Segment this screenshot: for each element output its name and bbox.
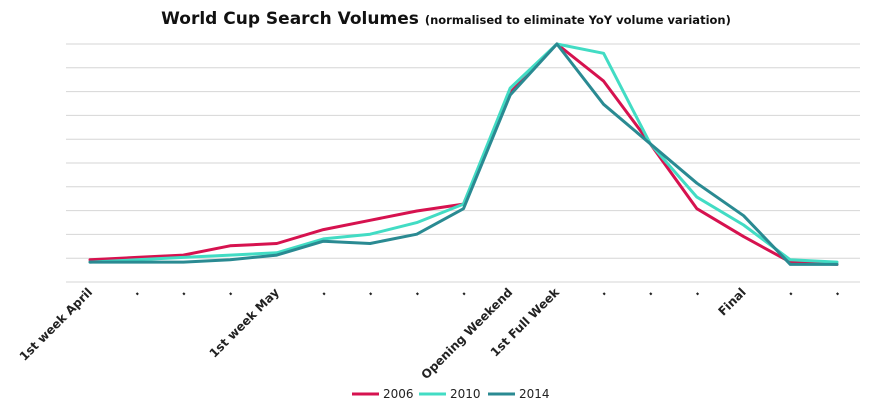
x-tick-label: . <box>222 285 235 298</box>
x-tick-label: Opening Weekend <box>418 285 515 382</box>
x-tick-label: . <box>829 285 842 298</box>
chart-subtitle: (normalised to eliminate YoY volume vari… <box>425 13 731 27</box>
x-tick-label: . <box>362 285 375 298</box>
x-tick-label: . <box>455 285 468 298</box>
series-line-2010 <box>88 42 839 264</box>
series-line-2006 <box>88 42 839 266</box>
x-tick-label: 1st week April <box>17 285 95 363</box>
x-axis-tick-labels: 1st week April.. .1st week May... .Opening… <box>17 285 842 383</box>
x-tick-label: . <box>596 285 609 298</box>
x-tick-label: . <box>129 285 142 298</box>
chart-title: World Cup Search Volumes (normalised to e… <box>161 9 731 29</box>
x-tick-label: . <box>689 285 702 298</box>
x-tick-label: . <box>315 285 328 298</box>
legend-label-2010: 2010 <box>450 387 481 401</box>
series-lines <box>88 42 839 266</box>
x-tick-label: . <box>782 285 795 298</box>
x-tick-label: 1st week May <box>207 285 282 360</box>
x-tick-label: . <box>642 285 655 298</box>
x-tick-label: . <box>409 285 422 298</box>
x-tick-label: Final <box>715 285 748 318</box>
gridlines <box>66 43 860 283</box>
legend-label-2006: 2006 <box>383 387 414 401</box>
legend-label-2014: 2014 <box>519 387 550 401</box>
chart-title-main: World Cup Search Volumes <box>161 9 419 29</box>
series-line-2014 <box>88 42 839 266</box>
legend: 2006 2010 2014 <box>352 387 550 401</box>
x-tick-label: . <box>175 285 188 298</box>
